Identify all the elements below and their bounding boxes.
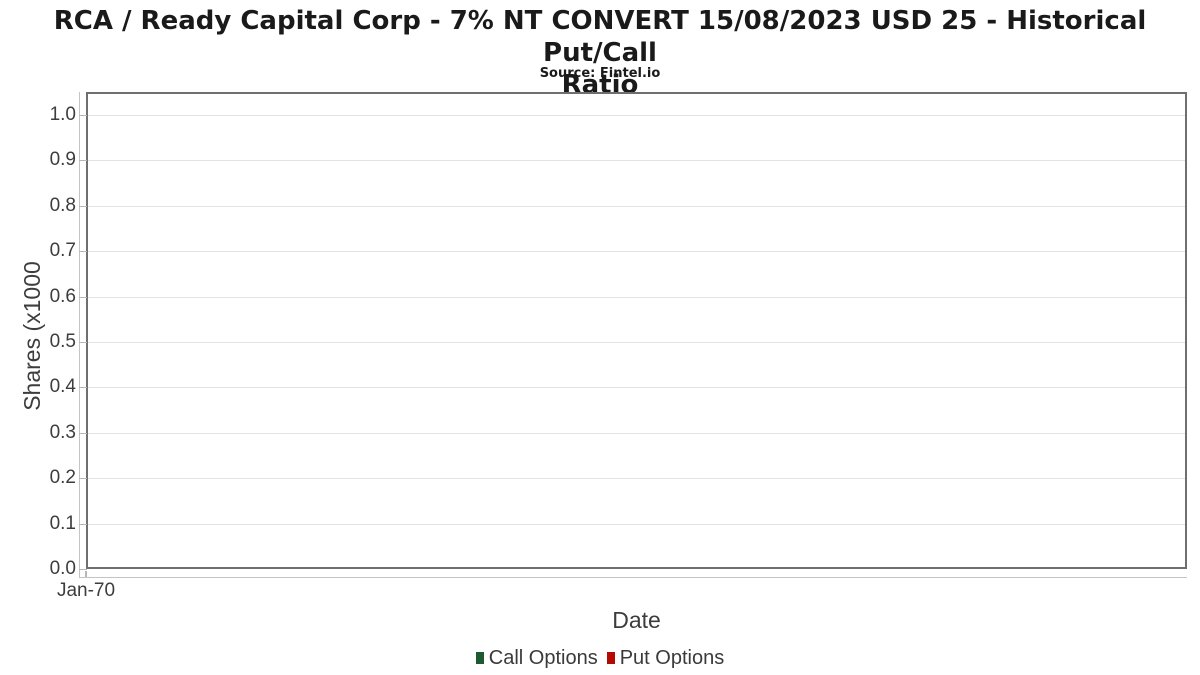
y-gridline [88, 433, 1185, 434]
y-tick [79, 206, 87, 207]
y-tick-label: 0.3 [49, 422, 76, 443]
legend: Call Options Put Options [0, 645, 1200, 671]
y-tick [79, 524, 87, 525]
y-tick-label: 0.6 [49, 286, 76, 307]
call-options-marker-icon [475, 652, 484, 664]
y-tick [79, 433, 87, 434]
x-tick-label: Jan-70 [56, 580, 116, 601]
x-axis-title: Date [612, 607, 661, 633]
legend-label: Put Options [619, 646, 725, 669]
legend-item-call-options[interactable]: Call Options [475, 646, 598, 670]
y-tick [79, 160, 87, 161]
chart-title: RCA / Ready Capital Corp - 7% NT CONVERT… [0, 5, 1200, 101]
y-tick-label: 0.8 [49, 195, 76, 216]
y-tick [79, 569, 87, 570]
x-tick [85, 571, 87, 577]
y-gridline [88, 160, 1185, 161]
y-tick-label: 0.1 [49, 513, 76, 534]
y-tick-label: 0.2 [49, 467, 76, 488]
y-tick-label: 1.0 [49, 104, 76, 125]
y-gridline [88, 478, 1185, 479]
source-label: Source: Fintel.io [539, 66, 661, 81]
put-options-marker-icon [606, 652, 615, 664]
y-tick-label: 0.4 [49, 376, 76, 397]
y-tick [79, 297, 87, 298]
plot-area [86, 92, 1187, 569]
y-tick [79, 342, 87, 343]
y-tick [79, 251, 87, 252]
x-axis-line [79, 577, 1187, 578]
y-tick-label: 0.0 [49, 558, 76, 579]
y-axis-line [79, 92, 80, 577]
y-tick-label: 0.7 [49, 240, 76, 261]
y-tick-label: 0.5 [49, 331, 76, 352]
y-tick [79, 478, 87, 479]
y-gridline [88, 206, 1185, 207]
legend-label: Call Options [488, 646, 598, 669]
y-tick [79, 115, 87, 116]
y-axis-title: Shares (x1000 [19, 261, 45, 411]
y-tick [79, 387, 87, 388]
y-gridline [88, 115, 1185, 116]
y-gridline [88, 524, 1185, 525]
y-gridline [88, 297, 1185, 298]
legend-item-put-options[interactable]: Put Options [606, 646, 725, 670]
y-gridline [88, 251, 1185, 252]
y-gridline [88, 387, 1185, 388]
y-tick-label: 0.9 [49, 149, 76, 170]
y-gridline [88, 342, 1185, 343]
chart-title-line1: RCA / Ready Capital Corp - 7% NT CONVERT… [53, 6, 1147, 68]
